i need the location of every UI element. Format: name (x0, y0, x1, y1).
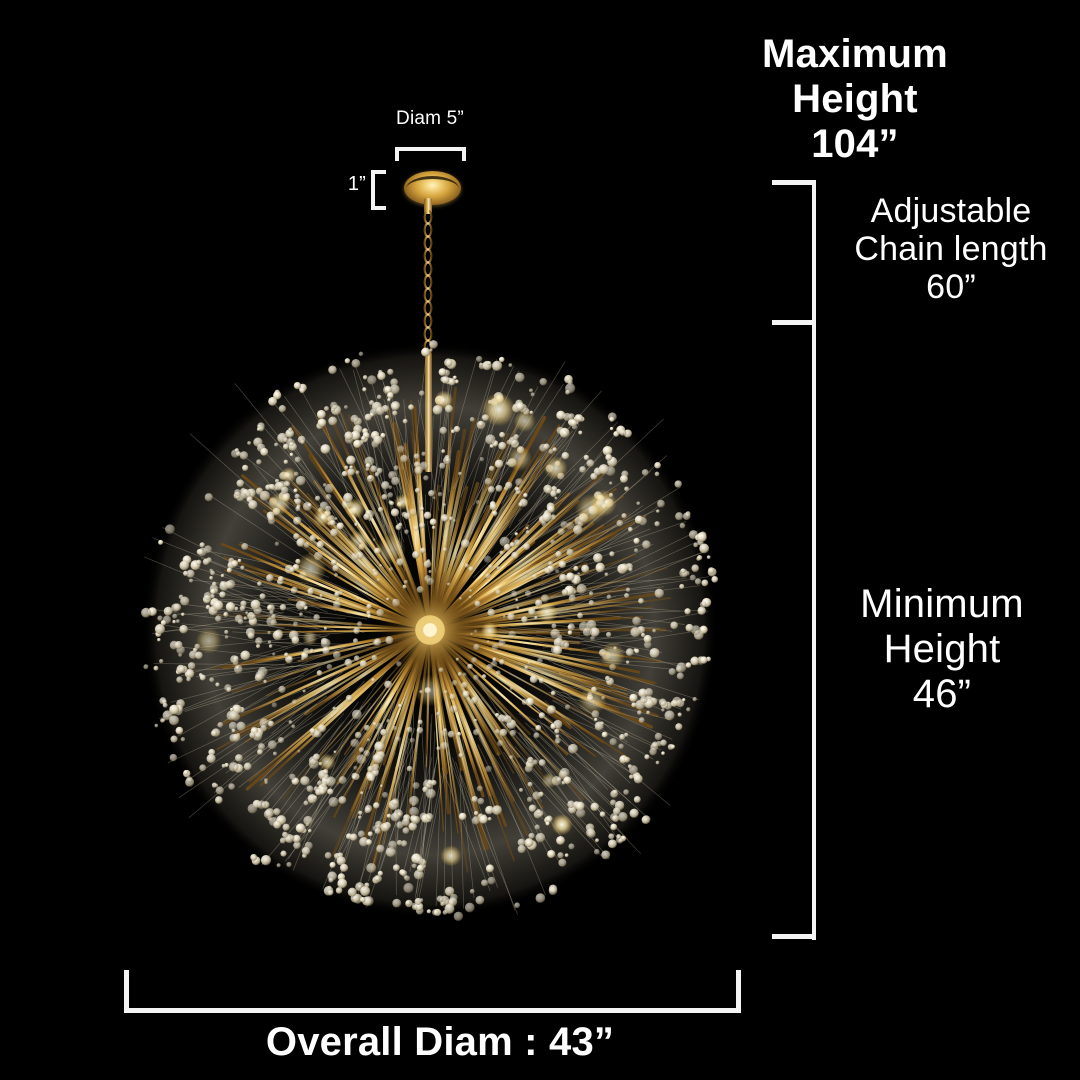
drop-rod-icon (425, 352, 432, 472)
canopy-height-bottom-tick (371, 206, 386, 210)
canopy-disc-icon (404, 171, 461, 205)
diameter-bracket-line (124, 1008, 741, 1013)
canopy-rim-icon (406, 176, 459, 202)
adjustable-chain-length-label: Adjustable Chain length 60” (854, 192, 1048, 307)
canopy-height-label: 1” (347, 173, 366, 195)
overall-diameter-label: Overall Diam : 43” (265, 1020, 615, 1064)
chain-bracket-top-tick (772, 180, 816, 185)
diameter-bracket-left-tick (124, 970, 129, 1012)
hanging-chain-icon (423, 210, 433, 355)
height-extent-line (812, 180, 816, 940)
canopy-diameter-label: Diam 5” (396, 108, 464, 129)
canopy-stem-icon (424, 198, 432, 214)
crystal-starburst-sphere-icon (141, 340, 719, 922)
canopy-diameter-bracket-line (395, 147, 466, 151)
maximum-height-label: Maximum Height 104” (762, 32, 948, 166)
canopy-height-bracket-line (371, 170, 375, 210)
canopy-height-top-tick (371, 170, 386, 174)
canopy-diameter-right-tick (462, 147, 466, 161)
canopy-diameter-left-tick (395, 147, 399, 161)
minimum-height-label: Minimum Height 46” (860, 582, 1024, 716)
diameter-bracket-right-tick (736, 970, 741, 1012)
height-extent-bottom-tick (772, 934, 816, 939)
chain-bracket-bottom-tick (772, 320, 816, 325)
